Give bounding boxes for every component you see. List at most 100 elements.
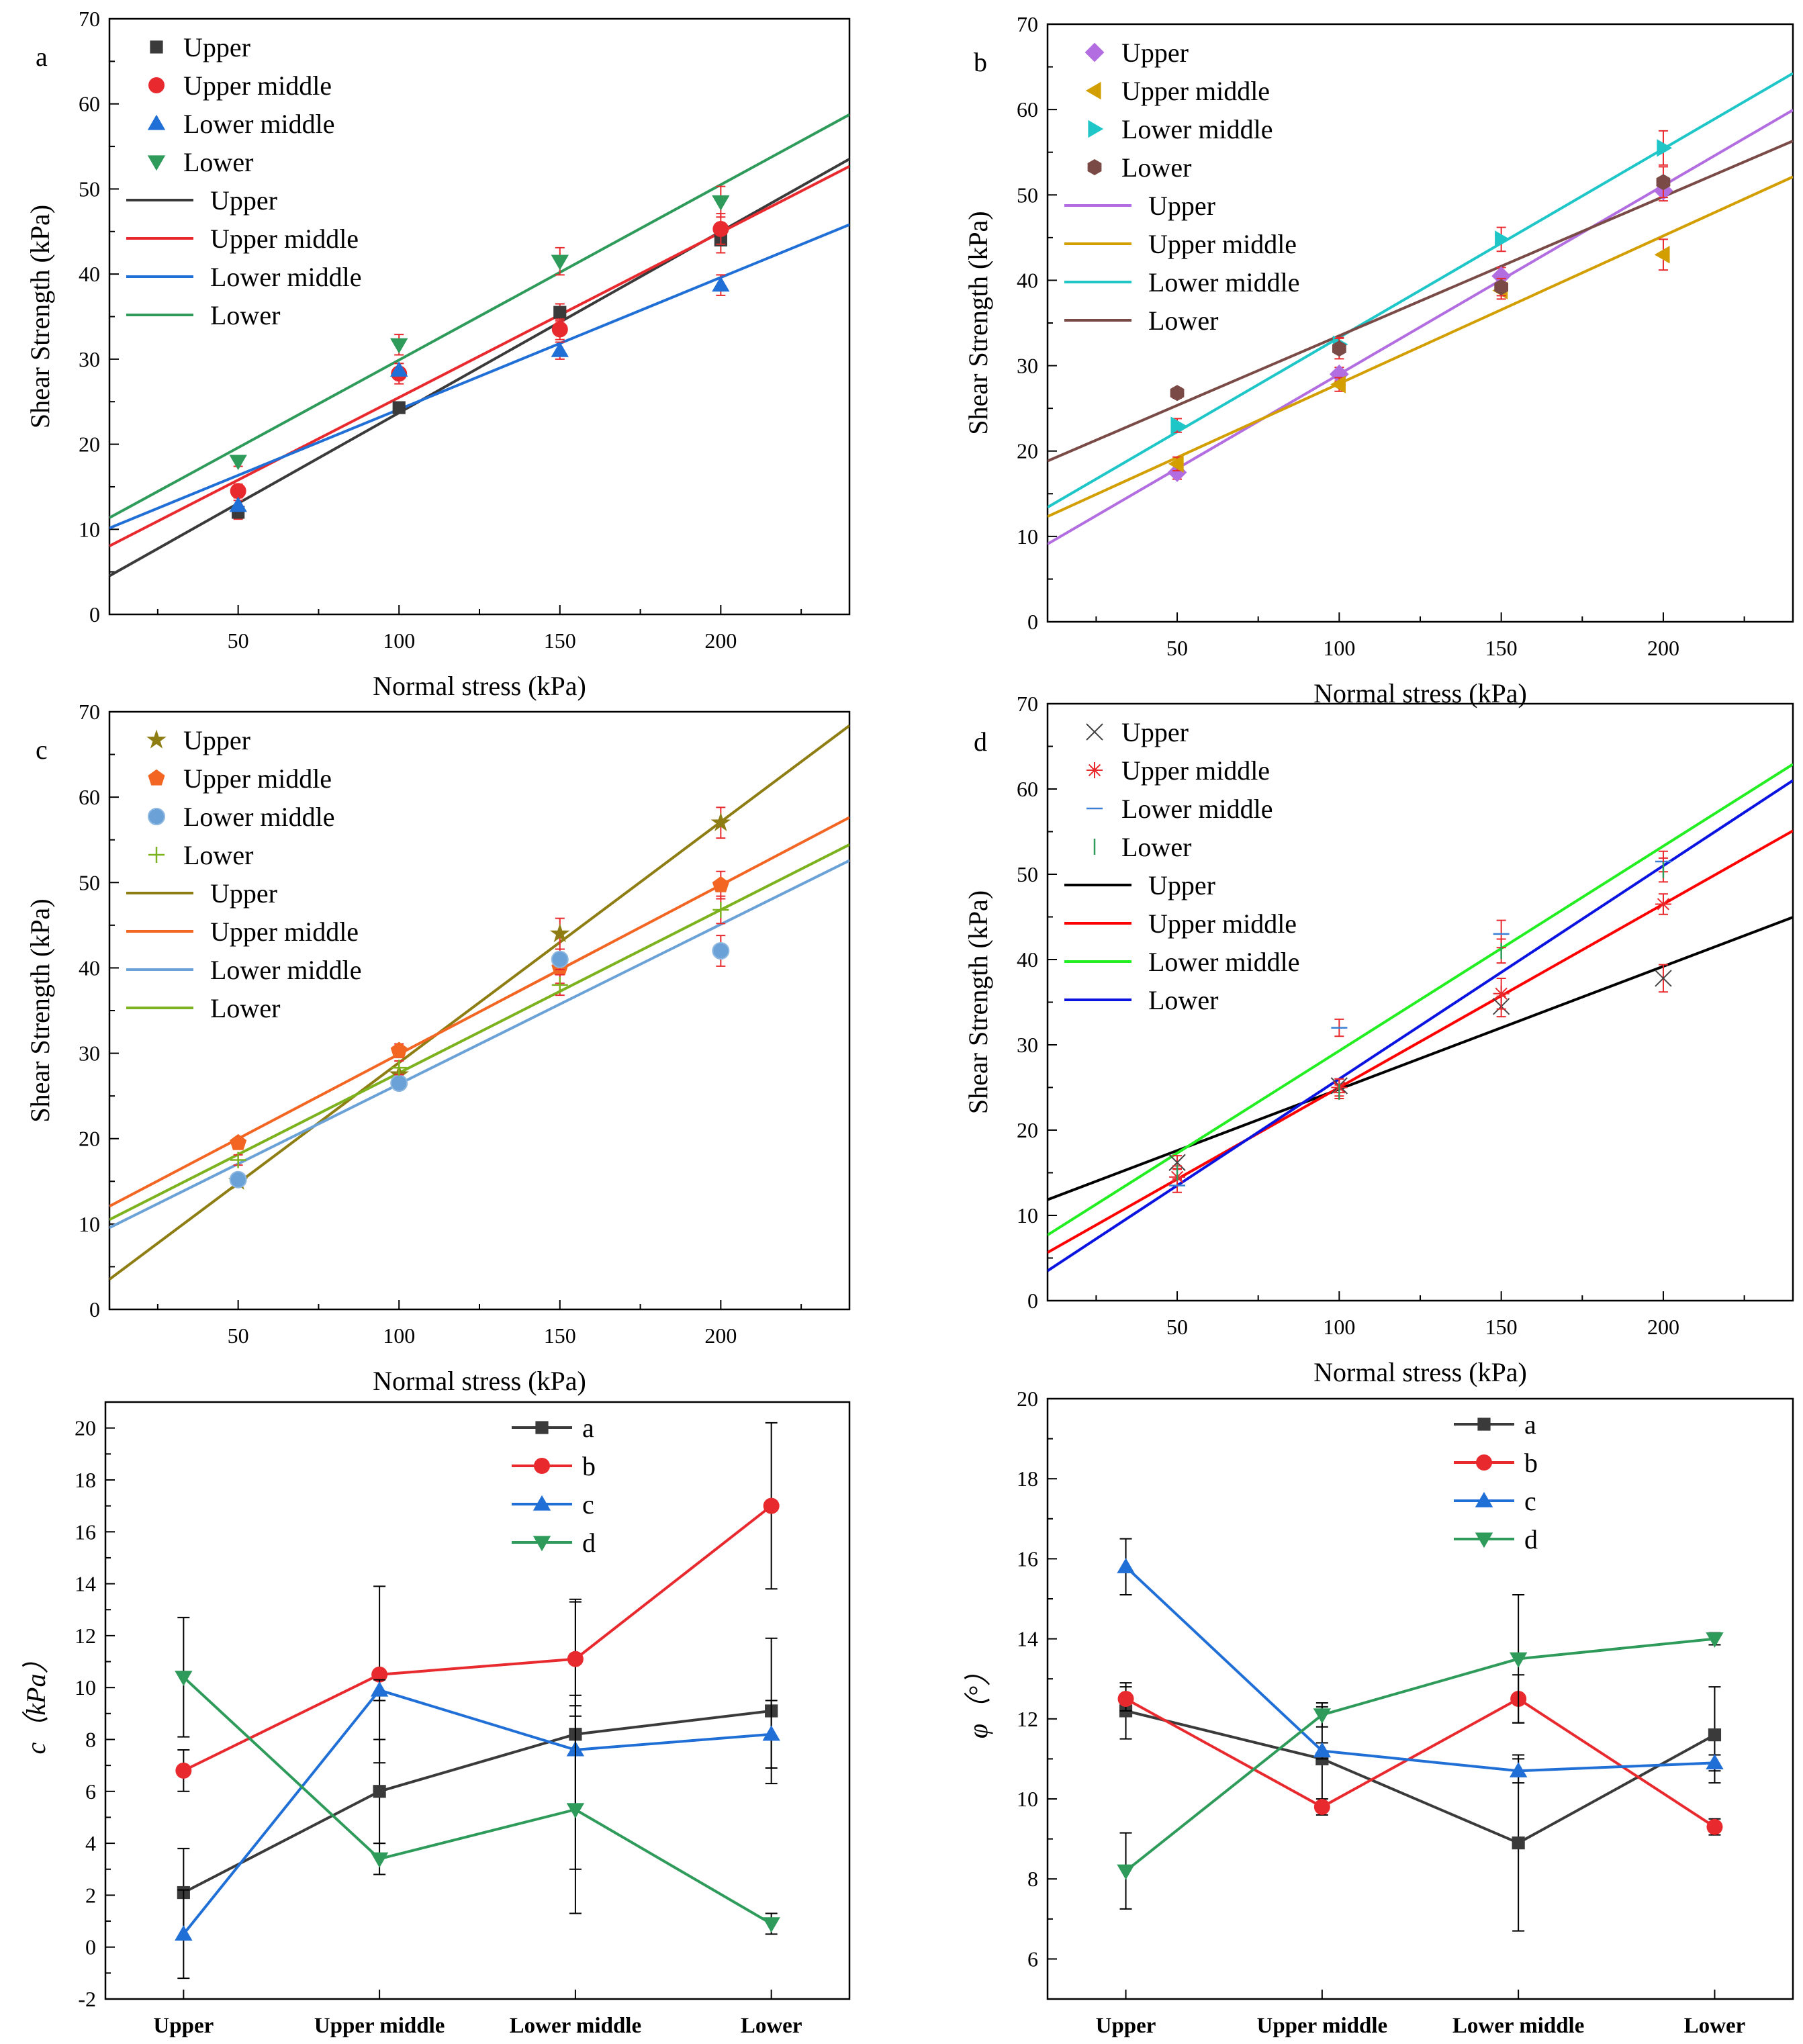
data-point	[712, 276, 730, 292]
legend-marker	[148, 769, 165, 786]
legend-label: Lower middle	[1121, 114, 1273, 144]
legend-label: Upper middle	[210, 224, 359, 254]
y-tick-label: 40	[79, 956, 100, 980]
x-category-label: Upper	[153, 2014, 214, 2038]
y-tick-label: 14	[75, 1572, 96, 1596]
x-tick-label: 150	[1485, 1315, 1518, 1339]
y-tick-label: 2	[85, 1883, 96, 1907]
series-line-c	[1125, 1565, 1715, 1773]
fit-line-0	[109, 158, 849, 577]
y-tick-label: 18	[1017, 1467, 1038, 1491]
panel-label: b	[974, 47, 987, 77]
legend-marker	[533, 1536, 551, 1552]
x-category-label: Upper	[1096, 2014, 1156, 2038]
y-tick-label: 10	[75, 1675, 96, 1700]
y-tick-label: 70	[79, 700, 100, 724]
x-tick-label: 200	[1647, 1315, 1679, 1339]
y-tick-label: 10	[1017, 1787, 1038, 1811]
x-category-label: Lower middle	[510, 2014, 641, 2038]
legend-marker	[534, 1458, 550, 1474]
y-tick-label: 0	[1027, 1289, 1038, 1313]
y-axis-title: Shear Strength (kPa)	[963, 211, 993, 434]
legend-marker	[533, 1495, 551, 1511]
legend-label: Lower	[1121, 152, 1191, 183]
x-tick-label: 150	[544, 629, 576, 653]
plot-frame	[1046, 1397, 1794, 2000]
data-point	[392, 401, 406, 414]
y-tick-label: 6	[1027, 1947, 1038, 1971]
series-line-c	[182, 1688, 772, 1935]
y-tick-label: 4	[85, 1831, 96, 1855]
y-tick-label: 16	[1017, 1546, 1038, 1571]
x-category-label: Upper middle	[314, 2014, 445, 2038]
fit-line-0	[109, 724, 849, 1281]
data-point	[712, 195, 730, 211]
x-tick-label: 200	[704, 1323, 737, 1348]
y-tick-label: 12	[75, 1624, 96, 1648]
y-tick-label: 60	[79, 785, 100, 809]
data-point	[1117, 1558, 1135, 1573]
chart-panel-c: 0 10 20 30 40 50 60 70 50 100 150 200 Normal stress …	[25, 700, 851, 1396]
data-point	[762, 1725, 780, 1741]
y-tick-label: 0	[85, 1935, 96, 1959]
fit-line-3	[1048, 140, 1793, 463]
y-tick-label: 10	[1017, 524, 1038, 549]
x-category-label: Lower	[1684, 2014, 1746, 2038]
series-line-b	[1125, 1697, 1716, 1828]
data-point	[1655, 896, 1671, 913]
x-tick-label: 50	[1166, 636, 1188, 660]
y-tick-label: 30	[79, 1041, 100, 1066]
fit-line-1	[1048, 175, 1793, 518]
data-point	[1706, 1754, 1724, 1769]
legend-label: Lower middle	[1148, 267, 1300, 297]
data-point	[1706, 1818, 1723, 1835]
y-tick-label: 70	[79, 7, 100, 31]
data-point	[712, 220, 729, 237]
legend-label: Upper middle	[1121, 755, 1270, 786]
chart-panel-e: -2 0 2 4 6 8 10 12 14 16 18 20 Upper Upper middle Lowe…	[21, 1401, 851, 2038]
data-point	[566, 1803, 585, 1819]
data-point	[175, 1762, 192, 1779]
data-point	[710, 812, 731, 831]
legend-label: Lower middle	[183, 802, 335, 832]
data-point	[1170, 385, 1185, 402]
x-tick-label: 100	[383, 629, 415, 653]
y-tick-label: 16	[75, 1520, 96, 1544]
fit-line-3	[109, 843, 849, 1221]
legend-marker	[1088, 120, 1104, 138]
y-tick-label: 6	[85, 1779, 96, 1804]
y-tick-label: 60	[1017, 97, 1038, 122]
data-point	[1313, 1798, 1330, 1815]
data-point	[1493, 985, 1510, 1002]
panel-label: d	[974, 727, 987, 757]
data-point	[391, 1060, 408, 1076]
data-point	[553, 306, 567, 319]
x-axis-title: Normal stress (kPa)	[373, 671, 586, 701]
y-tick-label: 40	[79, 262, 100, 286]
series-line-a	[1125, 1709, 1716, 1845]
data-point	[1313, 1708, 1332, 1724]
legend-label: Lower	[183, 147, 253, 177]
data-point	[1655, 970, 1672, 987]
legend-marker	[148, 808, 165, 825]
legend-marker	[1476, 1454, 1492, 1471]
y-tick-label: 40	[1017, 947, 1038, 972]
y-tick-label: 70	[1017, 12, 1038, 36]
legend-marker	[1475, 1491, 1493, 1507]
x-tick-label: 100	[383, 1323, 415, 1348]
y-tick-label: 50	[1017, 183, 1038, 207]
data-point	[390, 1074, 408, 1093]
x-axis-title: Normal stress (kPa)	[1313, 1357, 1527, 1387]
legend-label: b	[582, 1451, 596, 1481]
legend-label: Upper	[1148, 191, 1215, 221]
legend-marker	[150, 40, 163, 54]
legend-label: Upper middle	[1148, 909, 1297, 939]
chart-panel-f: 6 8 10 12 14 16 18 20 Upper Upper middle Lower mid…	[963, 1387, 1794, 2038]
data-point	[229, 1170, 247, 1189]
legend-label: Lower	[210, 993, 280, 1023]
data-point	[551, 321, 568, 338]
y-tick-label: 50	[79, 870, 100, 894]
data-point	[1494, 279, 1509, 295]
legend-label: Upper	[210, 185, 277, 216]
legend-label: Lower middle	[210, 955, 362, 985]
